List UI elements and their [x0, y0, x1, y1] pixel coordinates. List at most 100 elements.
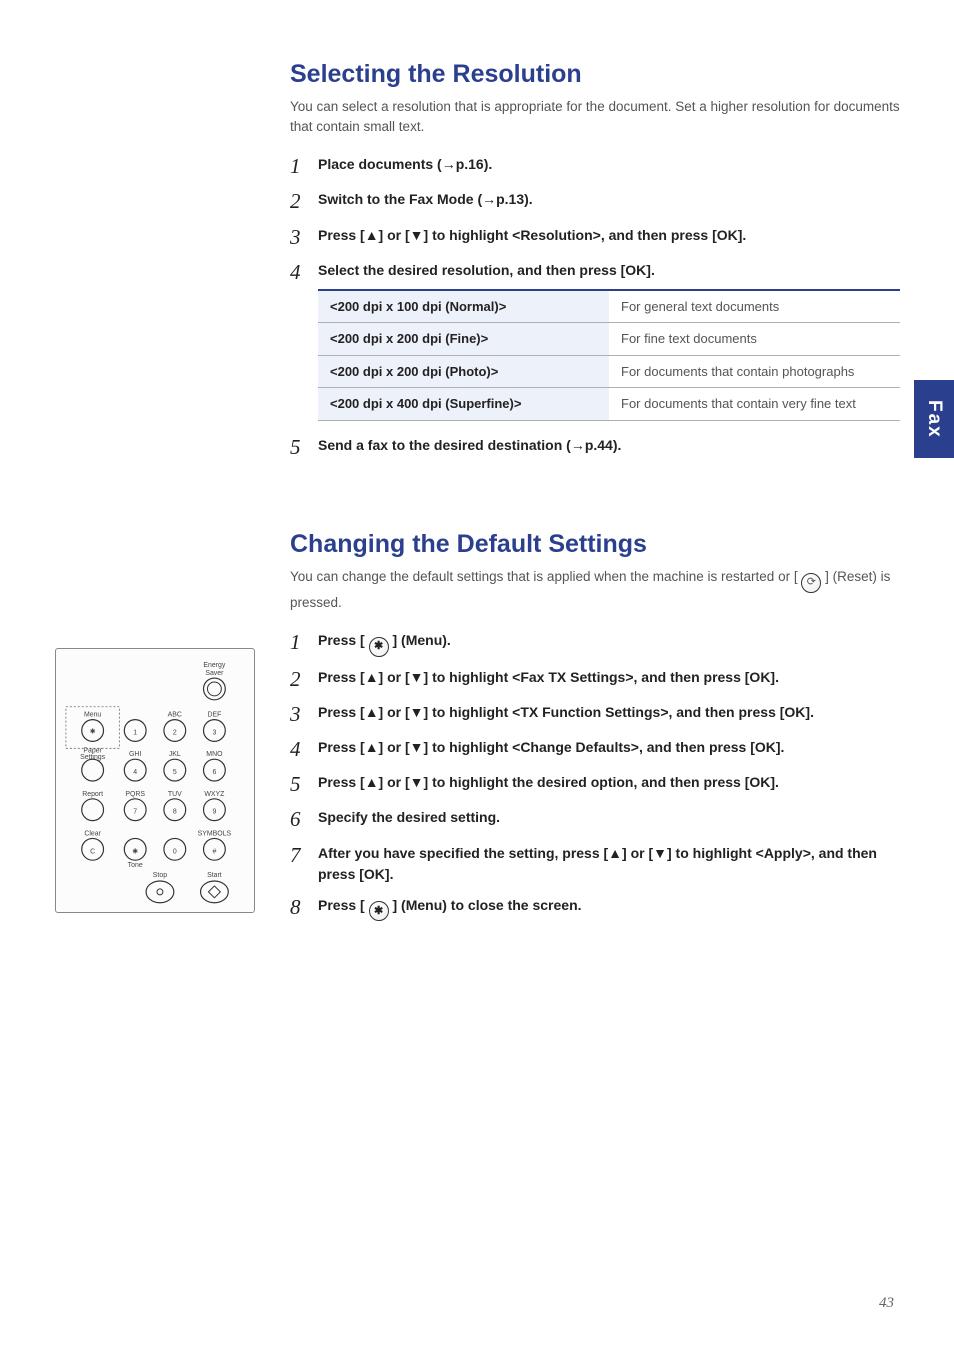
kp-stop: Stop — [153, 872, 167, 879]
step-text: Press [▲] or [▼] to highlight <TX Functi… — [318, 702, 900, 723]
intro-text-a: You can change the default settings that… — [290, 569, 798, 584]
step-text: Press [ ✱ ] (Menu) to close the screen. — [318, 895, 900, 921]
table-row: <200 dpi x 100 dpi (Normal)>For general … — [318, 290, 900, 323]
kp-wxyz: WXYZ — [204, 791, 225, 798]
svg-text:7: 7 — [133, 809, 137, 816]
res-name: <200 dpi x 400 dpi (Superfine)> — [318, 388, 609, 421]
step-text: Specify the desired setting. — [318, 807, 900, 828]
step-text: After you have specified the setting, pr… — [318, 843, 900, 885]
step-7: 7After you have specified the setting, p… — [290, 843, 900, 885]
step-num: 1 — [290, 154, 318, 179]
kp-saver: Saver — [205, 670, 224, 677]
step-2: 2Press [▲] or [▼] to highlight <Fax TX S… — [290, 667, 900, 692]
kp-menu: Menu — [84, 712, 101, 719]
kp-def: DEF — [207, 712, 221, 719]
res-desc: For fine text documents — [609, 323, 900, 356]
step-text: Place documents (→p.16). — [318, 154, 900, 175]
res-name: <200 dpi x 100 dpi (Normal)> — [318, 290, 609, 323]
step-num: 2 — [290, 667, 318, 692]
step-text: Press [▲] or [▼] to highlight <Fax TX Se… — [318, 667, 900, 688]
step-4: 4 Select the desired resolution, and the… — [290, 260, 900, 425]
kp-mno: MNO — [206, 751, 223, 758]
section1-intro: You can select a resolution that is appr… — [290, 97, 900, 136]
res-name: <200 dpi x 200 dpi (Photo)> — [318, 355, 609, 388]
res-name: <200 dpi x 200 dpi (Fine)> — [318, 323, 609, 356]
table-row: <200 dpi x 200 dpi (Photo)>For documents… — [318, 355, 900, 388]
step-text: Switch to the Fax Mode (→p.13). — [318, 189, 900, 210]
svg-text:6: 6 — [212, 769, 216, 776]
step-3: 3Press [▲] or [▼] to highlight <TX Funct… — [290, 702, 900, 727]
step-num: 5 — [290, 435, 318, 460]
res-desc: For documents that contain very fine tex… — [609, 388, 900, 421]
text-b: ] (Menu). — [392, 632, 450, 648]
svg-text:✱: ✱ — [90, 727, 96, 735]
svg-text:4: 4 — [133, 769, 137, 776]
step-text: Send a fax to the desired destination (→… — [318, 435, 900, 456]
step-1: 1 Press [ ✱ ] (Menu). — [290, 630, 900, 656]
keypad-illustration: Energy Saver Menu ABC DEF ✱ 1 2 3 Paper … — [55, 648, 255, 913]
svg-text:✱: ✱ — [132, 847, 138, 855]
menu-icon: ✱ — [369, 901, 389, 921]
kp-start: Start — [207, 872, 222, 879]
step-1: 1Place documents (→p.16). — [290, 154, 900, 179]
step-text: Press [▲] or [▼] to highlight <Change De… — [318, 737, 900, 758]
svg-text:0: 0 — [173, 848, 177, 855]
svg-text:5: 5 — [173, 769, 177, 776]
section1-steps: 1Place documents (→p.16). 2Switch to the… — [290, 154, 900, 460]
step-4: 4Press [▲] or [▼] to highlight <Change D… — [290, 737, 900, 762]
kp-pqrs: PQRS — [125, 791, 145, 798]
text-b: ] (Menu) to close the screen. — [392, 897, 581, 913]
kp-tone: Tone — [128, 862, 143, 869]
step-num: 1 — [290, 630, 318, 655]
section2-title: Changing the Default Settings — [290, 530, 900, 559]
page-number: 43 — [879, 1295, 894, 1312]
kp-jkl: JKL — [169, 751, 181, 758]
step-num: 8 — [290, 895, 318, 920]
resolution-table: <200 dpi x 100 dpi (Normal)>For general … — [318, 289, 900, 421]
text-a: Press [ — [318, 897, 365, 913]
step-text: Press [ ✱ ] (Menu). — [318, 630, 900, 656]
step-num: 4 — [290, 260, 318, 285]
text-a: Press [ — [318, 632, 365, 648]
step-3: 3Press [▲] or [▼] to highlight <Resoluti… — [290, 225, 900, 250]
step-5: 5Send a fax to the desired destination (… — [290, 435, 900, 460]
kp-clear: Clear — [84, 830, 101, 837]
step-5: 5Press [▲] or [▼] to highlight the desir… — [290, 772, 900, 797]
menu-icon: ✱ — [369, 637, 389, 657]
step-text: Press [▲] or [▼] to highlight the desire… — [318, 772, 900, 793]
step-num: 4 — [290, 737, 318, 762]
step-num: 6 — [290, 807, 318, 832]
svg-text:C: C — [90, 848, 95, 855]
svg-text:3: 3 — [212, 729, 216, 736]
table-row: <200 dpi x 200 dpi (Fine)>For fine text … — [318, 323, 900, 356]
kp-ghi: GHI — [129, 751, 141, 758]
kp-abc: ABC — [168, 712, 182, 719]
kp-energy: Energy — [203, 662, 225, 669]
reset-icon: ⟳ — [801, 573, 821, 593]
res-desc: For documents that contain photographs — [609, 355, 900, 388]
step-num: 3 — [290, 702, 318, 727]
section1-title: Selecting the Resolution — [290, 60, 900, 89]
step-text: Select the desired resolution, and then … — [318, 260, 900, 281]
step-num: 3 — [290, 225, 318, 250]
svg-text:8: 8 — [173, 809, 177, 816]
svg-text:#: # — [212, 848, 216, 855]
section2-steps: 1 Press [ ✱ ] (Menu). 2Press [▲] or [▼] … — [290, 630, 900, 920]
step-8: 8 Press [ ✱ ] (Menu) to close the screen… — [290, 895, 900, 921]
step-text: Press [▲] or [▼] to highlight <Resolutio… — [318, 225, 900, 246]
step-6: 6Specify the desired setting. — [290, 807, 900, 832]
kp-settings: Settings — [80, 754, 106, 761]
kp-tuv: TUV — [168, 791, 182, 798]
table-row: <200 dpi x 400 dpi (Superfine)>For docum… — [318, 388, 900, 421]
step-num: 5 — [290, 772, 318, 797]
step-2: 2Switch to the Fax Mode (→p.13). — [290, 189, 900, 214]
svg-text:1: 1 — [133, 729, 137, 736]
kp-symbols: SYMBOLS — [198, 830, 232, 837]
step-num: 7 — [290, 843, 318, 868]
svg-text:2: 2 — [173, 729, 177, 736]
step-num: 2 — [290, 189, 318, 214]
kp-report: Report — [82, 791, 103, 798]
section2-intro: You can change the default settings that… — [290, 567, 900, 613]
res-desc: For general text documents — [609, 290, 900, 323]
svg-text:9: 9 — [212, 809, 216, 816]
